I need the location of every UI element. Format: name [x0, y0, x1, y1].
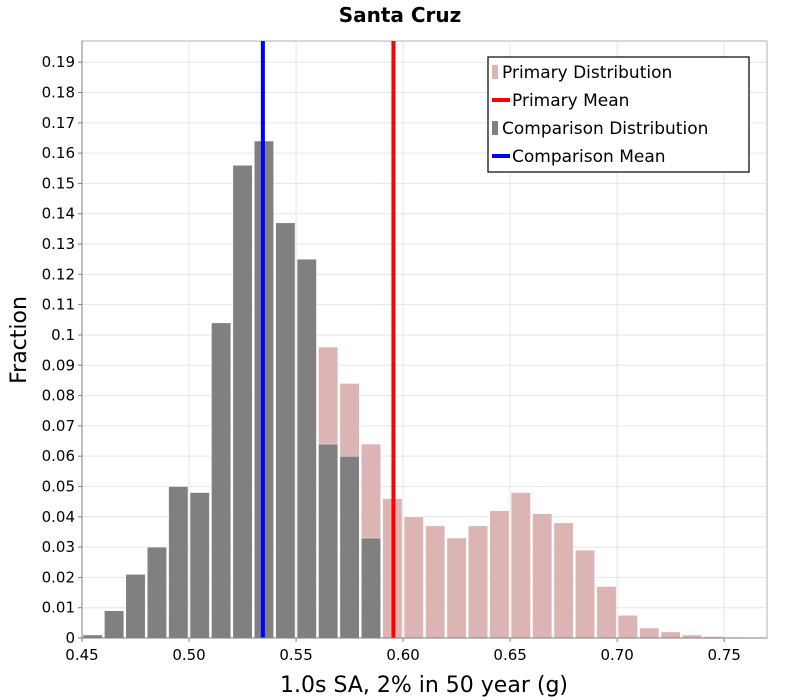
comparison-distribution-bar	[104, 610, 125, 639]
y-tick-label: 0.1	[51, 326, 75, 344]
primary-distribution-bar	[660, 631, 681, 639]
y-tick-label: 0.07	[42, 417, 75, 435]
legend-swatch-bar	[492, 121, 498, 135]
primary-distribution-bar	[425, 525, 446, 639]
comparison-distribution-bar	[318, 443, 339, 639]
y-tick-label: 0.04	[42, 508, 75, 526]
grid-lines	[82, 41, 767, 638]
legend-label: Comparison Distribution	[502, 119, 708, 139]
primary-distribution-bar	[489, 510, 510, 639]
legend-box	[487, 56, 750, 173]
comparison-distribution-bar	[146, 546, 167, 639]
y-tick-label: 0.13	[42, 235, 75, 253]
y-tick-label: 0.09	[42, 356, 75, 374]
y-tick-label: 0.02	[42, 568, 75, 586]
comparison-distribution-bar	[168, 486, 189, 639]
primary-distribution-bar	[446, 537, 467, 639]
primary-distribution-bar	[532, 513, 553, 639]
y-tick-label: 0.01	[42, 599, 75, 617]
x-tick-label: 0.75	[707, 646, 740, 664]
x-tick-label: 0.50	[172, 646, 205, 664]
comparison-distribution-bar	[296, 258, 317, 639]
comparison-distribution-bar	[339, 455, 360, 639]
legend-swatch-bar	[492, 65, 498, 79]
primary-distribution-bar	[553, 522, 574, 639]
comparison-distribution-bar	[125, 574, 146, 639]
primary-distribution-bar	[468, 525, 488, 639]
comparison-distribution-bar	[275, 222, 296, 639]
comparison-distribution-bar	[189, 492, 210, 639]
x-tick-label: 0.70	[600, 646, 633, 664]
comparison-distribution-bars	[82, 140, 381, 639]
y-tick-label: 0.15	[42, 174, 75, 192]
y-tick-label: 0.06	[42, 447, 75, 465]
y-tick-label: 0.08	[42, 387, 75, 405]
mean-lines	[260, 41, 396, 638]
y-axis-label: Fraction	[7, 296, 32, 384]
y-tick-label: 0.17	[42, 114, 75, 132]
legend-label: Comparison Mean	[512, 147, 666, 167]
legend: Primary Distribution Primary Mean Comparis…	[487, 56, 750, 173]
y-tick-label: 0	[65, 629, 75, 647]
x-tick-label: 0.45	[65, 646, 98, 664]
primary-distribution-bar	[596, 586, 617, 639]
primary-distribution-bar	[617, 615, 638, 639]
y-tick-label: 0.19	[42, 53, 75, 71]
y-tick-label: 0.16	[42, 144, 75, 162]
x-tick-label: 0.60	[386, 646, 419, 664]
primary-distribution-bar	[639, 627, 660, 639]
comparison-distribution-bar	[211, 322, 232, 639]
y-tick-label: 0.03	[42, 538, 75, 556]
primary-distribution-bar	[510, 492, 531, 639]
legend-label: Primary Distribution	[502, 63, 672, 83]
comparison-distribution-bar	[361, 537, 381, 639]
comparison-distribution-bar	[232, 164, 253, 639]
axes: 0 0.01 0.02 0.03 0.04 0.05 0.06 0.07 0.08 0.09 0.1…	[42, 41, 767, 664]
y-tick-label: 0.14	[42, 205, 75, 223]
legend-label: Primary Mean	[512, 91, 629, 111]
y-tick-label: 0.12	[42, 265, 75, 283]
primary-distribution-bar	[575, 549, 595, 639]
x-tick-label: 0.65	[493, 646, 526, 664]
chart-title: Santa Cruz	[339, 3, 462, 27]
x-tick-label: 0.55	[279, 646, 312, 664]
y-tick-label: 0.05	[42, 477, 75, 495]
x-axis-label: 1.0s SA, 2% in 50 year (g)	[280, 673, 568, 698]
y-tick-label: 0.18	[42, 84, 75, 102]
y-tick-label: 0.11	[42, 296, 75, 314]
primary-distribution-bar	[403, 516, 424, 639]
